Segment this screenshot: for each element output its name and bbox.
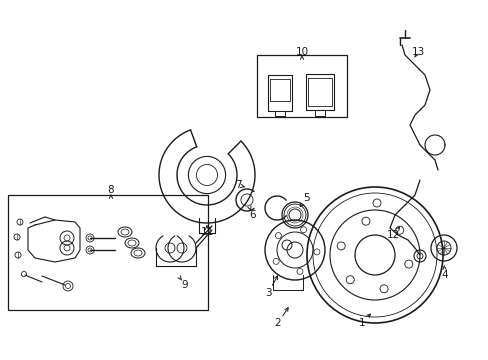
Text: 9: 9 [182,280,188,290]
Text: 5: 5 [302,193,309,203]
Text: 12: 12 [386,230,399,240]
Text: 3: 3 [264,288,271,298]
Text: 7: 7 [234,180,241,190]
Text: 4: 4 [441,270,447,280]
Text: 2: 2 [274,318,281,328]
Text: 6: 6 [249,210,256,220]
Text: 13: 13 [410,47,424,57]
Text: 1: 1 [358,318,365,328]
Bar [8,195,207,310]
Text: 11: 11 [200,227,213,237]
Text: 8: 8 [107,185,114,195]
Text: 10: 10 [295,47,308,57]
Bar [257,55,346,117]
